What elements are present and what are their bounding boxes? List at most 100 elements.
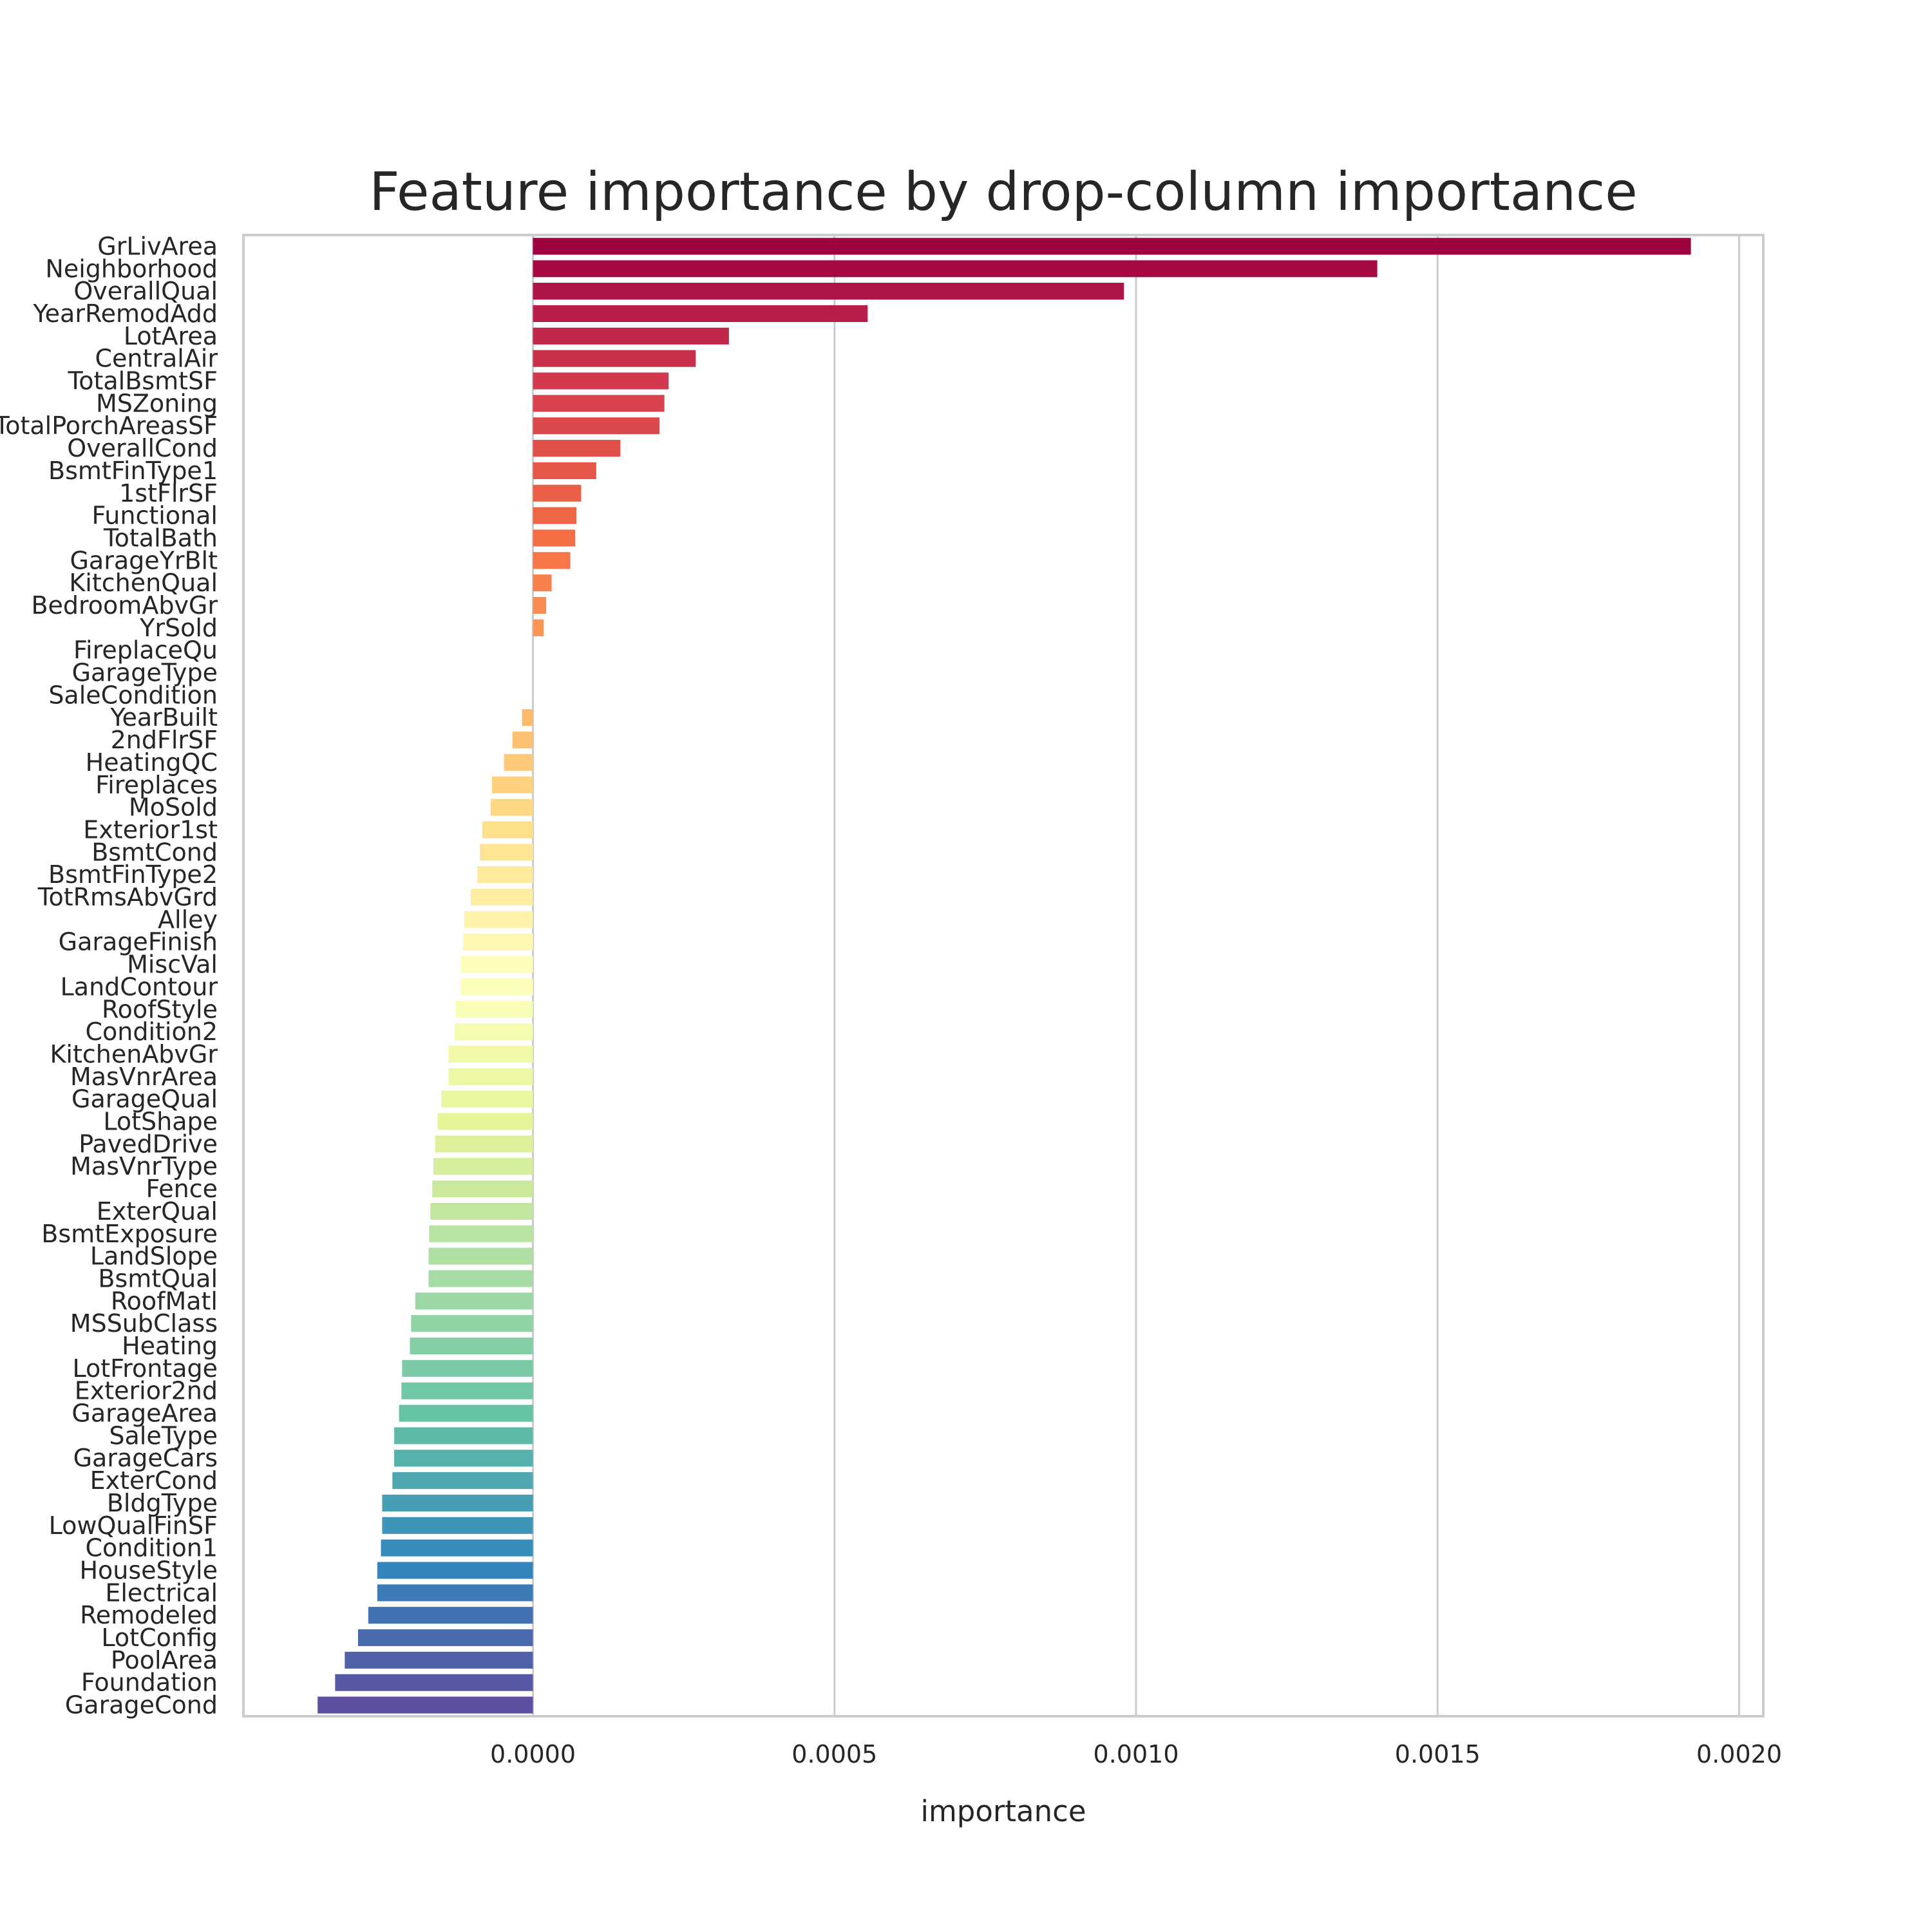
y-tick-label: GrLivArea xyxy=(97,232,218,260)
bar xyxy=(482,821,533,838)
y-tick-label: LotArea xyxy=(124,322,218,350)
y-tick-label: Exterior2nd xyxy=(75,1377,218,1405)
y-tick-label: KitchenQual xyxy=(69,569,218,597)
y-tick-label: PavedDrive xyxy=(79,1130,218,1158)
y-tick-label: YearRemodAdd xyxy=(33,299,218,328)
y-tick-label: Foundation xyxy=(81,1669,218,1697)
x-tick-label: 0.0010 xyxy=(1094,1740,1179,1768)
bar xyxy=(522,709,533,726)
bar xyxy=(381,1539,533,1557)
y-tick-label: RoofMatl xyxy=(111,1287,218,1315)
bar xyxy=(394,1427,533,1444)
bar xyxy=(317,1696,533,1714)
bar xyxy=(533,552,571,569)
bar xyxy=(345,1651,533,1669)
bar xyxy=(441,1090,533,1108)
y-tick-label: Condition1 xyxy=(85,1534,218,1562)
bar xyxy=(402,1359,533,1377)
bar xyxy=(477,866,533,884)
y-tick-labels: GrLivAreaNeighborhoodOverallQualYearRemo… xyxy=(0,232,218,1719)
bar xyxy=(490,799,533,816)
y-tick-label: MSZoning xyxy=(96,389,218,417)
y-tick-label: LotShape xyxy=(103,1108,218,1136)
bar xyxy=(382,1494,533,1512)
y-tick-label: PoolArea xyxy=(111,1646,218,1674)
bar xyxy=(377,1562,533,1579)
x-tick-labels: 0.0000 0.0005 0.0010 0.0015 0.0020 xyxy=(490,1740,1782,1768)
bar xyxy=(415,1293,533,1310)
bar xyxy=(533,372,669,390)
bar xyxy=(399,1405,533,1422)
bar xyxy=(533,484,582,502)
y-tick-label: Fireplaces xyxy=(95,771,218,799)
bar xyxy=(335,1674,533,1691)
y-tick-label: HouseStyle xyxy=(79,1556,218,1584)
bar xyxy=(435,1135,533,1153)
y-tick-label: CentralAir xyxy=(95,345,218,373)
bar xyxy=(462,933,533,951)
y-tick-label: YrSold xyxy=(139,614,218,642)
y-tick-label: TotalBath xyxy=(103,524,218,552)
bar xyxy=(430,1202,533,1220)
y-tick-label: ExterCond xyxy=(90,1466,218,1495)
y-tick-label: LotFrontage xyxy=(72,1354,218,1383)
y-tick-label: MasVnrArea xyxy=(70,1063,218,1091)
bar xyxy=(533,596,547,614)
y-tick-label: RoofStyle xyxy=(102,995,218,1023)
plot-frame xyxy=(242,234,1765,1718)
bar xyxy=(533,462,596,479)
bar xyxy=(533,439,621,457)
y-tick-label: BsmtFinType1 xyxy=(48,457,218,485)
y-tick-label: LotConfig xyxy=(101,1624,218,1652)
y-tick-label: BedroomAbvGr xyxy=(31,591,218,620)
y-tick-label: FireplaceQu xyxy=(73,636,218,665)
y-tick-label: GarageArea xyxy=(71,1399,218,1428)
bar xyxy=(533,260,1378,278)
bar xyxy=(471,888,533,906)
y-tick-label: 1stFlrSF xyxy=(119,479,218,507)
bar xyxy=(464,911,533,928)
y-tick-label: Electrical xyxy=(105,1578,218,1607)
y-tick-label: Remodeled xyxy=(80,1601,218,1629)
y-tick-label: MasVnrType xyxy=(70,1152,218,1180)
y-tick-label: Fence xyxy=(146,1175,218,1203)
chart-title: Feature importance by drop-column import… xyxy=(369,162,1638,223)
y-tick-label: BsmtQual xyxy=(98,1264,218,1293)
y-tick-label: Exterior1st xyxy=(83,815,218,844)
bar xyxy=(401,1382,533,1399)
y-tick-label: GarageFinish xyxy=(59,928,218,956)
y-tick-label: MSSubClass xyxy=(70,1309,218,1338)
y-tick-label: BsmtExposure xyxy=(41,1220,218,1248)
bar xyxy=(533,395,665,412)
y-tick-label: BsmtFinType2 xyxy=(48,860,218,889)
bar xyxy=(454,1023,533,1041)
y-tick-label: MoSold xyxy=(129,793,218,822)
bar xyxy=(533,529,576,547)
y-tick-label: LowQualFinSF xyxy=(49,1511,218,1540)
bar xyxy=(460,978,533,996)
bar xyxy=(533,507,576,524)
bar xyxy=(533,327,729,345)
bar xyxy=(377,1584,533,1602)
bar xyxy=(382,1517,533,1534)
y-tick-label: GarageYrBlt xyxy=(70,546,218,574)
y-tick-label: GarageCond xyxy=(65,1691,218,1719)
bar xyxy=(357,1629,533,1647)
y-tick-label: SaleType xyxy=(109,1421,218,1450)
bar xyxy=(448,1045,533,1063)
bar xyxy=(533,305,868,323)
bar xyxy=(533,417,660,435)
x-axis-label: importance xyxy=(920,1794,1086,1828)
bar xyxy=(429,1225,533,1242)
bar xyxy=(411,1315,533,1332)
y-tick-label: OverallCond xyxy=(67,434,218,462)
y-tick-label: TotalBsmtSF xyxy=(67,367,218,395)
x-tick-label: 0.0000 xyxy=(490,1740,576,1768)
bar xyxy=(433,1158,533,1175)
bar xyxy=(533,574,552,592)
bar xyxy=(533,350,696,367)
y-tick-label: YearBuilt xyxy=(109,703,218,732)
y-tick-label: Neighborhood xyxy=(45,254,218,283)
bar xyxy=(392,1472,533,1490)
